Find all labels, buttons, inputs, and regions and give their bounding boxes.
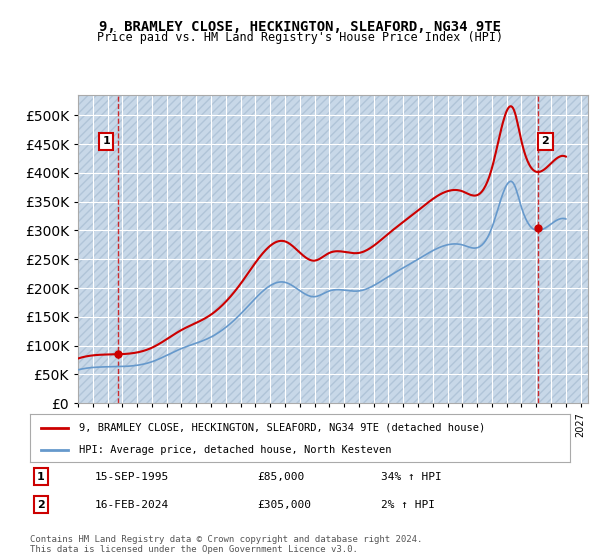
Text: 1: 1 (37, 472, 44, 482)
Text: 15-SEP-1995: 15-SEP-1995 (95, 472, 169, 482)
Text: £305,000: £305,000 (257, 500, 311, 510)
Text: 2% ↑ HPI: 2% ↑ HPI (381, 500, 435, 510)
Text: 34% ↑ HPI: 34% ↑ HPI (381, 472, 442, 482)
Text: HPI: Average price, detached house, North Kesteven: HPI: Average price, detached house, Nort… (79, 445, 391, 455)
Text: 1: 1 (103, 136, 110, 146)
Text: 9, BRAMLEY CLOSE, HECKINGTON, SLEAFORD, NG34 9TE: 9, BRAMLEY CLOSE, HECKINGTON, SLEAFORD, … (99, 20, 501, 34)
Text: 16-FEB-2024: 16-FEB-2024 (95, 500, 169, 510)
Text: 9, BRAMLEY CLOSE, HECKINGTON, SLEAFORD, NG34 9TE (detached house): 9, BRAMLEY CLOSE, HECKINGTON, SLEAFORD, … (79, 423, 485, 433)
Text: 2: 2 (37, 500, 44, 510)
Text: Contains HM Land Registry data © Crown copyright and database right 2024.
This d: Contains HM Land Registry data © Crown c… (30, 535, 422, 554)
Text: 2: 2 (542, 136, 550, 146)
Text: Price paid vs. HM Land Registry's House Price Index (HPI): Price paid vs. HM Land Registry's House … (97, 31, 503, 44)
Text: £85,000: £85,000 (257, 472, 304, 482)
